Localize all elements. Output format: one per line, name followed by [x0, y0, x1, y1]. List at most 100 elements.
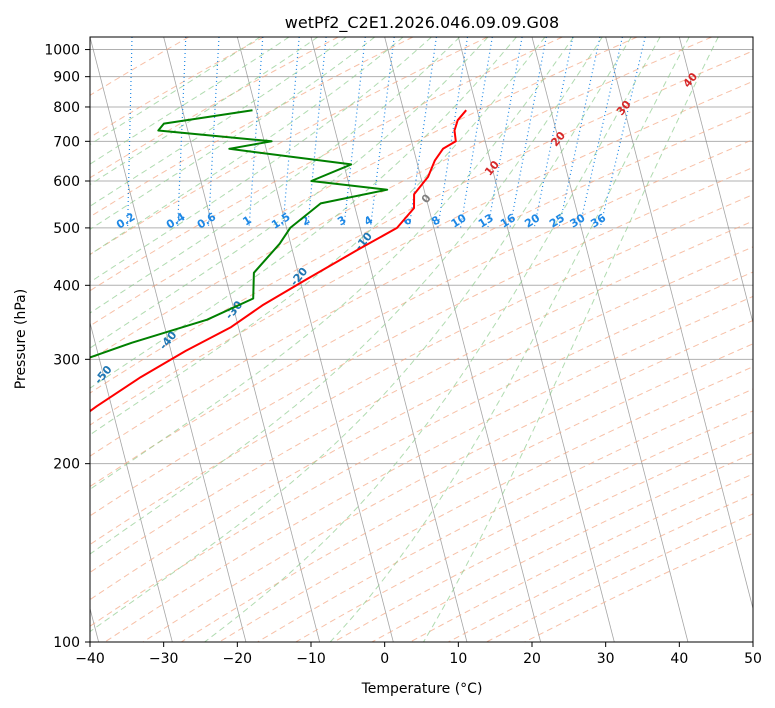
isotherm-line	[605, 37, 753, 611]
mixing-ratio-line	[369, 37, 395, 228]
dry-adiabat-line	[448, 493, 753, 642]
x-tick-label: 10	[449, 651, 467, 667]
dry-adiabat-label: 20	[548, 129, 568, 149]
moist-adiabat-line	[90, 37, 261, 146]
dry-adiabat-label: 40	[680, 70, 700, 90]
mixing-ratio-line	[578, 37, 623, 229]
dry-adiabat-line	[219, 366, 753, 642]
x-axis-label: Temperature (°C)	[361, 681, 483, 697]
isotherm-line	[90, 37, 247, 642]
chart-title: wetPf2_C2E1.2026.046.09.09.G08	[285, 13, 559, 33]
x-tick-label: 20	[523, 651, 541, 667]
dry-adiabat-line	[524, 532, 753, 642]
moist-adiabat-line	[90, 37, 319, 186]
dry-adiabat-line	[90, 271, 753, 627]
y-tick-label: 400	[53, 278, 80, 294]
isotherm-line	[236, 37, 394, 642]
x-tick-label: −20	[223, 651, 253, 667]
mixing-ratio-label: 0.2	[114, 210, 137, 231]
isotherm-line	[384, 37, 542, 642]
dry-adiabat-line	[180, 343, 753, 642]
mixing-ratio-label: 3	[335, 213, 348, 228]
dry-adiabat-line	[90, 50, 753, 394]
moist-adiabat-line	[423, 37, 719, 642]
x-tick-label: 50	[744, 651, 762, 667]
moist-adiabat-line	[90, 37, 517, 389]
mixing-ratio-line	[533, 37, 574, 229]
y-tick-label: 1000	[44, 43, 80, 59]
y-tick-label: 500	[53, 221, 80, 237]
dry-adiabat-line	[409, 473, 753, 642]
y-tick-label: 600	[53, 174, 80, 190]
y-tick-label: 100	[53, 635, 80, 651]
dry-adiabat-label: 10	[482, 158, 502, 178]
dry-adiabat-line	[486, 513, 753, 642]
mixing-ratio-line	[127, 37, 133, 228]
mixing-ratio-line	[509, 37, 547, 229]
temperature-profile-line	[90, 109, 467, 413]
mixing-ratio-line	[343, 37, 366, 228]
dry-adiabat-line	[90, 37, 712, 361]
y-tick-label: 900	[53, 70, 80, 86]
moist-adiabat-line	[90, 37, 546, 436]
y-tick-label: 200	[53, 457, 80, 473]
moist-adiabat-line	[90, 37, 574, 490]
y-tick-label: 800	[53, 100, 80, 116]
x-tick-label: 40	[670, 651, 688, 667]
moist-adiabat-line	[90, 37, 489, 349]
x-tick-label: −10	[296, 651, 326, 667]
mixing-ratio-label: 4	[362, 213, 376, 228]
mixing-ratio-line	[248, 37, 264, 228]
mixing-ratio-line	[282, 37, 300, 228]
moist-adiabat-line	[90, 37, 603, 555]
isotherm-line	[531, 37, 689, 642]
isotherm-line	[163, 37, 321, 642]
dry-adiabat-line	[90, 37, 488, 256]
mixing-ratio-line	[207, 37, 220, 228]
x-tick-label: 0	[380, 651, 389, 667]
dry-adiabat-label: -60	[30, 408, 53, 432]
moist-adiabat-line	[90, 37, 432, 283]
moist-adiabat-line	[90, 37, 461, 314]
dry-adiabat-line	[90, 80, 753, 426]
x-tick-label: −40	[75, 651, 105, 667]
dewpoint-profile-line	[90, 109, 389, 359]
isotherm-line	[752, 37, 753, 39]
dry-adiabat-label: 30	[614, 98, 634, 118]
mixing-ratio-line	[599, 37, 646, 229]
moist-adiabat-line	[90, 37, 347, 207]
moist-adiabat-line	[90, 37, 632, 633]
isotherm-line	[678, 37, 753, 325]
isotherm-line	[310, 37, 468, 642]
y-axis-label: Pressure (hPa)	[13, 289, 29, 389]
dry-adiabat-line	[90, 37, 264, 138]
dry-adiabat-line	[371, 452, 753, 642]
dry-adiabat-line	[90, 37, 414, 218]
mixing-ratio-line	[487, 37, 523, 229]
moist-adiabat-line	[204, 37, 661, 642]
mixing-ratio-line	[307, 37, 327, 228]
y-tick-label: 300	[53, 352, 80, 368]
moist-adiabat-line	[329, 37, 690, 642]
mixing-ratio-line	[81, 37, 82, 228]
plot-area: 0.10.20.40.611.52346810131620253036-100-…	[30, 37, 753, 642]
dry-adiabat-label: -50	[92, 363, 115, 387]
plot-frame	[89, 36, 754, 643]
dry-adiabat-line	[90, 37, 563, 292]
x-axis: −40 −30 −20 −10 0 10 20 30 40 50	[75, 642, 762, 667]
isotherm-line	[457, 37, 615, 642]
dry-adiabat-line	[90, 166, 753, 517]
dry-adiabat-line	[90, 37, 638, 327]
dry-adiabat-line	[90, 37, 190, 96]
dry-adiabat-line	[104, 295, 753, 642]
y-tick-label: 700	[53, 134, 80, 150]
mixing-ratio-line	[558, 37, 601, 229]
x-tick-label: −30	[149, 651, 179, 667]
mixing-ratio-line	[437, 37, 469, 228]
dry-adiabat-line	[142, 319, 753, 642]
dry-adiabat-line	[90, 194, 753, 546]
moist-adiabat-line	[90, 37, 404, 256]
mixing-ratio-label: 1	[240, 213, 253, 228]
mixing-ratio-label: 8	[429, 213, 442, 228]
